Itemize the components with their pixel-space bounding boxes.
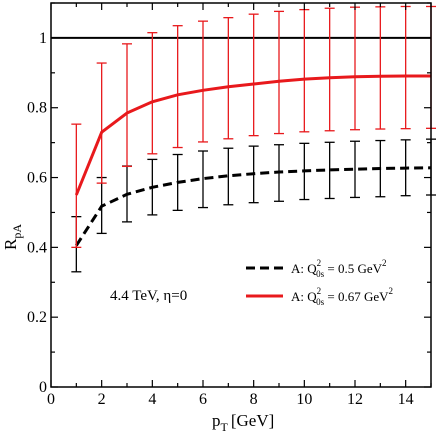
legend-2-sup: 2 <box>317 286 322 296</box>
legend-1-sup: 2 <box>317 258 322 268</box>
series-1 <box>71 138 436 273</box>
y-tick-label: 1 <box>39 30 47 47</box>
y-tick-label: 0.6 <box>27 170 47 187</box>
plot-marks <box>51 5 436 273</box>
x-axis-label-sub: T <box>221 420 229 434</box>
x-tick-label: 8 <box>250 391 258 408</box>
legend-2-value: = 0.67 GeV <box>324 289 389 304</box>
series-2 <box>71 5 436 249</box>
legend-1-value: = 0.5 GeV <box>324 261 382 276</box>
x-tick-label: 2 <box>98 391 106 408</box>
legend-label-series-2: A: Q2 0s = 0.67 GeV2 <box>291 286 393 307</box>
energy-annotation: 4.4 TeV, η=0 <box>110 288 187 304</box>
legend-1-value-sup: 2 <box>382 258 387 268</box>
axis-ticks: 0 2 4 6 8 10 12 14 0 0.2 0.4 0.6 0.8 1 <box>27 2 432 408</box>
y-tick-label: 0.2 <box>27 309 47 326</box>
series-line <box>75 166 432 247</box>
legend-label-series-1: A: Q2 0s = 0.5 GeV2 <box>291 258 387 279</box>
y-tick-label: 0 <box>39 379 47 396</box>
legend-2-sub: 0s <box>316 297 325 307</box>
x-axis-label-main: p <box>212 411 221 430</box>
x-axis-label: pT [GeV] <box>212 411 274 434</box>
x-tick-label: 6 <box>199 391 207 408</box>
x-tick-label: 12 <box>347 391 363 408</box>
y-axis-label-sub: pA <box>10 224 24 239</box>
x-tick-label: 4 <box>148 391 156 408</box>
legend-2-prefix: A: Q <box>291 289 317 304</box>
legend-2-value-sup: 2 <box>389 286 394 296</box>
y-tick-label: 0.8 <box>27 100 47 117</box>
legend-1-prefix: A: Q <box>291 261 317 276</box>
legend-1-sub: 0s <box>316 269 325 279</box>
x-tick-label: 10 <box>296 391 312 408</box>
legend: A: Q2 0s = 0.5 GeV2 A: Q2 0s = 0.67 GeV2 <box>246 258 393 307</box>
y-axis-label-main: R <box>1 238 20 250</box>
x-axis-label-unit: [GeV] <box>231 411 274 430</box>
x-tick-label: 14 <box>398 391 414 408</box>
plot-frame <box>50 2 432 388</box>
y-axis-label: RpA <box>1 224 24 250</box>
series-line <box>74 74 431 196</box>
y-tick-label: 0.4 <box>27 239 47 256</box>
x-tick-label: 0 <box>47 391 55 408</box>
